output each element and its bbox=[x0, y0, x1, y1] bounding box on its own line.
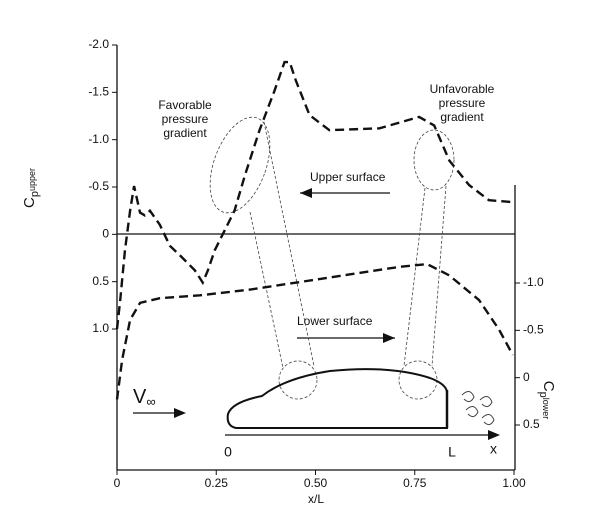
freestream-label: V∞ bbox=[133, 386, 156, 409]
x-tick-label: 0.75 bbox=[403, 476, 427, 490]
highlight bbox=[209, 116, 271, 214]
arrowhead bbox=[383, 333, 395, 343]
arrowhead bbox=[174, 408, 186, 418]
highlight bbox=[413, 129, 455, 191]
legend-label: Lower surface bbox=[297, 314, 373, 328]
y2-tick-label: -0.5 bbox=[523, 323, 544, 337]
connector bbox=[403, 187, 426, 367]
series-line bbox=[115, 262, 514, 400]
x-tick-label: 1.00 bbox=[502, 476, 526, 490]
wake bbox=[461, 391, 495, 426]
car-axis-label: x bbox=[490, 441, 497, 457]
x-axis-label: x/L bbox=[308, 492, 324, 506]
car-end-label: L bbox=[448, 444, 456, 460]
highlight bbox=[278, 360, 318, 400]
y-tick-label: -0.5 bbox=[88, 179, 109, 193]
y-tick-label: 0.5 bbox=[92, 274, 109, 288]
x-tick-label: 0 bbox=[114, 476, 121, 490]
y2-tick-label: 0.5 bbox=[523, 417, 540, 431]
legend-label: Upper surface bbox=[310, 170, 386, 184]
highlight bbox=[398, 360, 438, 400]
series-line bbox=[115, 60, 513, 330]
annotation: Unfavorable pressure gradient bbox=[430, 82, 495, 124]
y-axis-label: Cpupper bbox=[21, 168, 41, 208]
y-tick-label: 1.0 bbox=[92, 321, 109, 335]
annotation: Favorable pressure gradient bbox=[158, 98, 212, 140]
connector bbox=[431, 185, 447, 367]
y2-tick-label: -1.0 bbox=[523, 275, 544, 289]
connector bbox=[249, 211, 284, 369]
y-tick-label: -1.5 bbox=[88, 85, 109, 99]
car-body bbox=[226, 368, 448, 429]
arrowhead bbox=[300, 188, 312, 198]
connector bbox=[263, 121, 315, 367]
y-tick-label: 0 bbox=[102, 227, 109, 241]
x-tick-label: 0.25 bbox=[205, 476, 229, 490]
car-start-label: 0 bbox=[224, 444, 232, 460]
arrowhead bbox=[488, 430, 500, 440]
x-tick-label: 0.50 bbox=[304, 476, 328, 490]
y-tick-label: -1.0 bbox=[88, 132, 109, 146]
y-tick-label: -2.0 bbox=[88, 37, 109, 51]
y2-axis-label: Cplower bbox=[537, 381, 557, 419]
y2-tick-label: 0 bbox=[523, 370, 530, 384]
